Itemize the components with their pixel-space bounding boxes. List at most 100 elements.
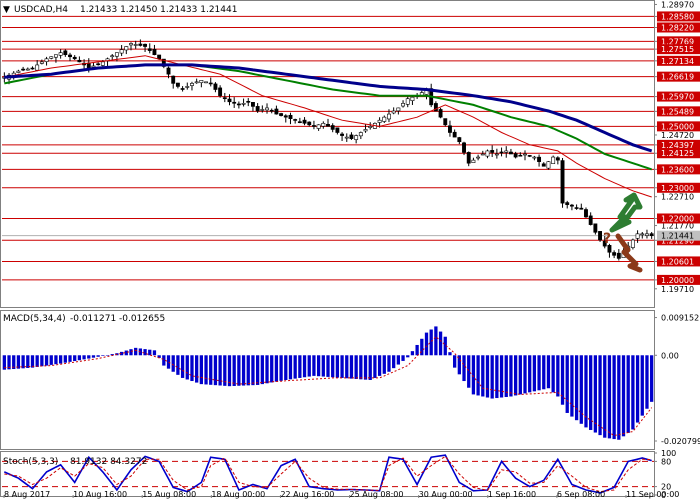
level-label: 1.21290: [661, 236, 694, 245]
level-label: 1.27134: [661, 57, 694, 66]
macd-bar: [251, 355, 255, 386]
macd-bar: [274, 355, 279, 382]
macd-bar: [166, 355, 171, 369]
candle-body: [316, 124, 321, 129]
moving-average-line: [4, 55, 652, 198]
macd-bar: [532, 355, 537, 392]
level-label-box: [657, 55, 700, 66]
macd-bar: [574, 355, 579, 421]
candle-body: [143, 43, 148, 47]
candle-body: [330, 125, 335, 130]
candle-body: [110, 55, 115, 58]
macd-bar: [110, 354, 114, 356]
candle-body: [44, 58, 49, 62]
macd-bar: [213, 355, 218, 386]
macd-bar: [82, 355, 86, 360]
macd-bar: [420, 338, 424, 356]
time-tick-label: 11 Sep 00:00: [626, 490, 679, 499]
candle-body: [68, 54, 72, 58]
candle-body: [218, 87, 223, 96]
candle-body: [574, 207, 579, 209]
level-label: 1.24125: [661, 149, 694, 158]
candle-body: [241, 103, 246, 105]
candle-body: [21, 68, 26, 71]
candle-body: [508, 151, 513, 155]
candle-body: [185, 86, 190, 88]
candle-body: [232, 101, 237, 104]
time-tick-label: 15 Aug 08:00: [142, 490, 196, 499]
macd-bar: [54, 355, 58, 365]
candle-body: [86, 62, 91, 69]
macd-bar: [40, 355, 44, 367]
macd-bar: [579, 355, 583, 424]
macd-axis-labels: 0.009152 0.00 -0.020799: [654, 314, 700, 446]
macd-bar: [448, 352, 452, 356]
candle-body: [227, 98, 232, 103]
candle-body: [349, 134, 354, 139]
macd-signal-line: [4, 336, 653, 437]
macd-bar: [124, 350, 128, 356]
candle-body: [147, 48, 152, 51]
candle-body: [598, 231, 602, 241]
macd-bar: [63, 355, 67, 363]
macd-bar: [152, 350, 157, 356]
stoch-tick-label: 20: [661, 483, 671, 492]
stoch-levels: [2, 460, 654, 488]
candle-body: [77, 59, 82, 63]
macd-bar: [392, 355, 396, 369]
macd-bar: [542, 355, 546, 390]
macd-bar: [354, 355, 358, 379]
macd-bar: [406, 355, 410, 358]
macd-bar: [16, 355, 21, 369]
macd-bar: [129, 349, 133, 356]
macd-bar: [143, 349, 147, 356]
candle-body: [39, 61, 44, 64]
macd-bar: [457, 355, 461, 375]
candle-body: [645, 233, 649, 236]
level-label-box: [657, 91, 700, 102]
candle-body: [138, 43, 143, 46]
macd-bar: [148, 349, 152, 356]
macd-tick-label: -0.020799: [661, 437, 700, 446]
macd-bar: [30, 355, 35, 368]
candle-body: [114, 52, 119, 57]
macd-bar: [223, 355, 227, 386]
candle-body: [255, 106, 260, 112]
macd-bar: [340, 355, 344, 378]
candle-body: [190, 83, 194, 86]
macd-bar: [645, 355, 649, 409]
candle-body: [471, 159, 476, 164]
macd-bar: [195, 355, 199, 383]
macd-bar: [387, 355, 391, 372]
candle-body: [204, 81, 208, 84]
macd-bar: [218, 355, 222, 386]
candle-body: [466, 152, 471, 164]
candle-body: [311, 125, 316, 127]
level-label-box: [657, 164, 700, 175]
candle-body: [307, 121, 312, 126]
candle-body: [288, 114, 293, 119]
arrow-up-icon: [609, 192, 643, 233]
price-tick-label: 1.22710: [661, 193, 694, 202]
macd-bar: [603, 355, 607, 438]
macd-bar: [570, 355, 574, 417]
candle-body: [157, 54, 162, 60]
macd-title: MACD(5,34,4): [3, 314, 66, 324]
header-arrow-icon: ▼: [3, 5, 10, 15]
macd-bar: [199, 355, 203, 385]
candle-body: [119, 49, 124, 54]
candle-body: [485, 150, 490, 157]
macd-bar: [462, 355, 466, 382]
candle-body: [199, 80, 204, 84]
candle-body: [161, 58, 166, 67]
macd-bar: [607, 355, 612, 439]
macd-bar: [556, 355, 560, 397]
macd-bar: [368, 355, 372, 380]
candle-body: [565, 202, 570, 205]
candle-body: [612, 252, 617, 256]
macd-bar: [44, 355, 49, 366]
macd-bar: [560, 355, 565, 405]
macd-bar: [626, 355, 630, 433]
level-label-box: [657, 148, 700, 159]
